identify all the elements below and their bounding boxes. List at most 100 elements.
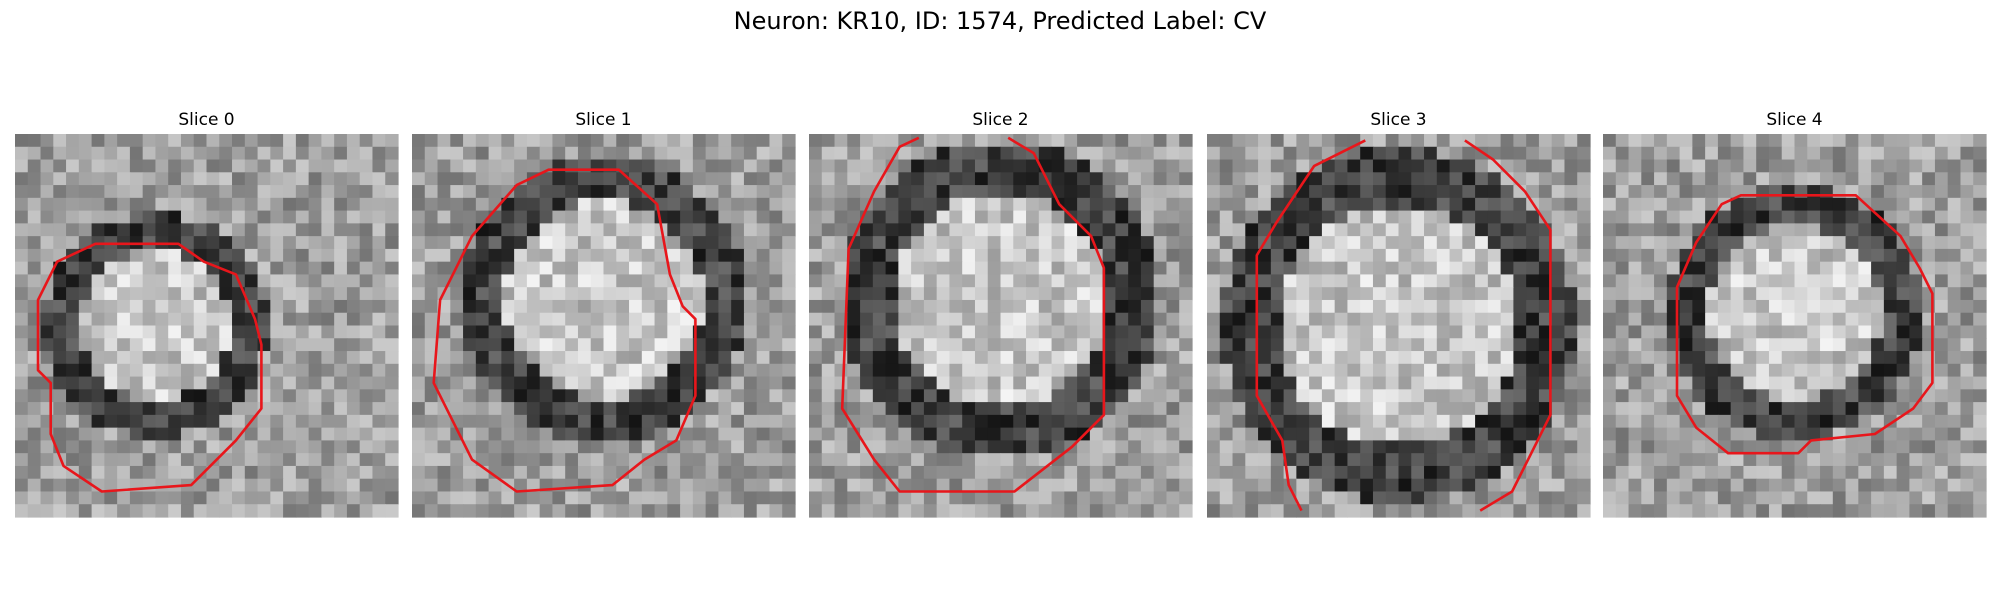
pixel [936,491,951,505]
pixel [885,236,899,250]
pixel [1909,223,1923,237]
pixel [1692,325,1706,339]
pixel [1692,274,1706,288]
pixel [1424,427,1438,441]
pixel [412,134,426,148]
pixel [1347,389,1361,403]
pixel [463,325,477,339]
pixel [180,197,195,212]
pixel [1013,261,1027,276]
pixel [193,465,208,480]
pixel [847,478,861,493]
pixel [321,223,335,237]
pixel [834,223,848,237]
pixel [1232,389,1246,403]
pixel [1807,146,1821,161]
pixel [180,159,195,173]
pixel [923,453,938,467]
pixel [1411,389,1425,403]
pixel [756,223,771,237]
pixel [104,351,118,365]
pixel [603,465,617,480]
pixel [731,312,745,327]
pixel [1013,491,1027,505]
pixel [885,248,899,263]
pixel [1449,287,1463,301]
pixel [1615,376,1630,390]
pixel [1102,223,1116,237]
pixel [898,261,912,276]
pixel [1538,287,1553,301]
pixel [219,172,233,186]
pixel [1603,261,1617,276]
pixel [936,338,951,352]
pixel [308,248,322,263]
pixel [860,402,874,416]
pixel [1038,338,1053,352]
pixel [91,172,105,186]
pixel [769,389,783,403]
pixel [1551,210,1566,224]
pixel [1153,134,1168,148]
pixel [731,427,745,441]
pixel [206,223,220,237]
pixel [1026,159,1040,173]
pixel [962,159,976,173]
pixel [911,287,925,301]
pixel [1666,427,1681,441]
pixel [526,414,541,429]
pixel [1845,248,1859,263]
pixel [1500,261,1514,276]
pixel [1679,197,1693,212]
pixel [821,274,836,288]
pixel [1089,325,1104,339]
pixel [1820,312,1834,327]
pixel [898,504,912,518]
pixel [1768,248,1783,263]
pixel [1207,210,1221,224]
pixel [1832,299,1847,314]
pixel [1411,478,1425,493]
pixel [450,299,464,314]
pixel [1934,236,1949,250]
pixel [1717,389,1732,403]
pixel [372,146,386,161]
pixel [412,287,426,301]
pixel [821,363,836,378]
pixel [1666,248,1681,263]
pixel [1115,440,1129,454]
pixel [987,172,1002,186]
pixel [1896,427,1910,441]
pixel [1743,287,1757,301]
pixel [1538,185,1553,199]
pixel [1026,236,1040,250]
pixel [577,287,592,301]
pixel [1756,402,1770,416]
pixel [372,223,386,237]
pixel [244,274,259,288]
pixel [911,427,925,441]
pixel [1258,134,1272,148]
pixel [53,299,67,314]
pixel [1475,363,1489,378]
pixel [898,351,912,365]
pixel [1051,248,1065,263]
pixel [1372,376,1387,390]
pixel [488,491,502,505]
pixel [308,223,322,237]
pixel [1140,325,1155,339]
pixel [1309,223,1323,237]
pixel [1309,146,1323,161]
pixel [1207,351,1221,365]
pixel [488,146,502,161]
pixel [1909,274,1923,288]
pixel [629,478,643,493]
pixel [1207,338,1221,352]
pixel [1140,274,1155,288]
pixel [168,427,182,441]
pixel [129,159,144,173]
pixel [1013,402,1027,416]
pixel [1166,172,1180,186]
pixel [219,491,233,505]
pixel [244,287,259,301]
